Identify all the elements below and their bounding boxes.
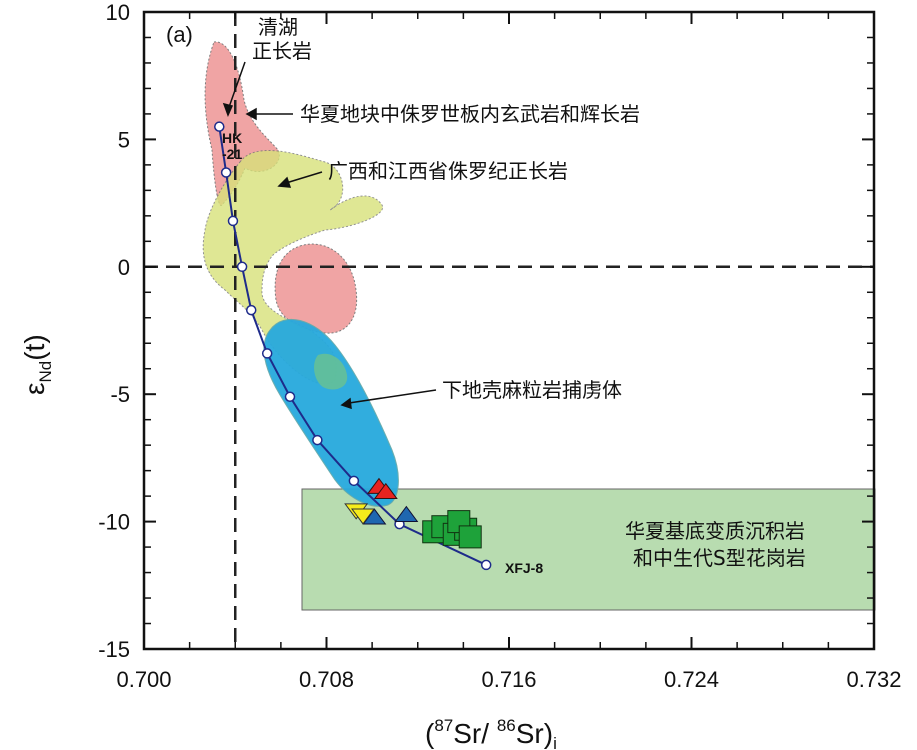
sample-red-triangle [373, 482, 398, 500]
label-granulite: 下地壳麻粒岩捕虏体 [442, 378, 622, 402]
pointer-arrows [222, 61, 437, 410]
y-axis-title: εNd(t) [19, 334, 55, 395]
label-syenite: 正长岩 [252, 39, 312, 63]
tick-marks [143, 11, 875, 650]
label-basement-1: 华夏基底变质沉积岩 [625, 519, 805, 543]
arrow-granulite-head [340, 397, 352, 410]
basalt-region-lower [274, 243, 358, 334]
mixing-point [220, 167, 232, 178]
label-xfj: XFJ-8 [505, 560, 543, 576]
syenite-region [202, 149, 384, 385]
mixing-point [480, 559, 492, 571]
arrow-granulite [348, 389, 437, 404]
x-tick-label: 0.724 [664, 667, 719, 692]
sample-green-square [458, 525, 482, 549]
regions [202, 41, 876, 611]
arrow-guangxi-head [277, 176, 292, 188]
mixing-point [227, 215, 239, 227]
x-tick-label: 0.700 [116, 667, 171, 692]
y-tick-labels: 10 5 0 -5 -10 -15 [98, 0, 130, 662]
mixing-point [261, 348, 273, 359]
x-tick-label: 0.716 [481, 667, 536, 692]
y-tick-label: -5 [110, 382, 130, 407]
label-basement-2: 和中生代S型花岗岩 [633, 546, 806, 570]
mixing-point [214, 121, 225, 132]
arrow-guangxi [285, 171, 323, 184]
sample-markers [344, 477, 482, 549]
mixing-point [284, 391, 296, 402]
y-tick-label: -15 [98, 637, 130, 662]
basement-region [301, 488, 876, 611]
mixing-point [245, 304, 257, 316]
label-hk-1: HK [222, 130, 242, 146]
x-tick-label: 0.708 [299, 667, 354, 692]
mixing-point [236, 261, 248, 273]
label-basalt: 华夏地块中侏罗世板内玄武岩和辉长岩 [300, 102, 640, 126]
y-tick-label: 0 [118, 255, 130, 280]
sample-blue-triangle [394, 505, 419, 522]
arrow-syenite-head [222, 102, 234, 118]
mixing-point [348, 475, 360, 487]
x-tick-labels: 0.700 0.708 0.716 0.724 0.732 [116, 667, 901, 692]
sample-yellow-triangle [351, 508, 375, 525]
y-tick-label: -10 [98, 510, 130, 535]
label-hk-2: -21 [222, 146, 242, 162]
arrow-basalt-head [245, 107, 257, 121]
overlap-region [314, 353, 348, 390]
arrow-syenite [227, 61, 246, 111]
label-guangxi: 广西和江西省侏罗纪正长岩 [328, 159, 568, 183]
label-qinghu: 清湖 [258, 15, 298, 39]
mixing-point [312, 434, 323, 446]
y-tick-label: 5 [118, 127, 130, 152]
x-tick-label: 0.732 [846, 667, 901, 692]
mixing-curve-points [214, 121, 492, 571]
panel-label: (a) [166, 22, 193, 47]
granulite-region [263, 318, 399, 507]
x-axis-title: (87Sr/ 86Sr)i [425, 716, 557, 750]
y-tick-label: 10 [106, 0, 130, 25]
